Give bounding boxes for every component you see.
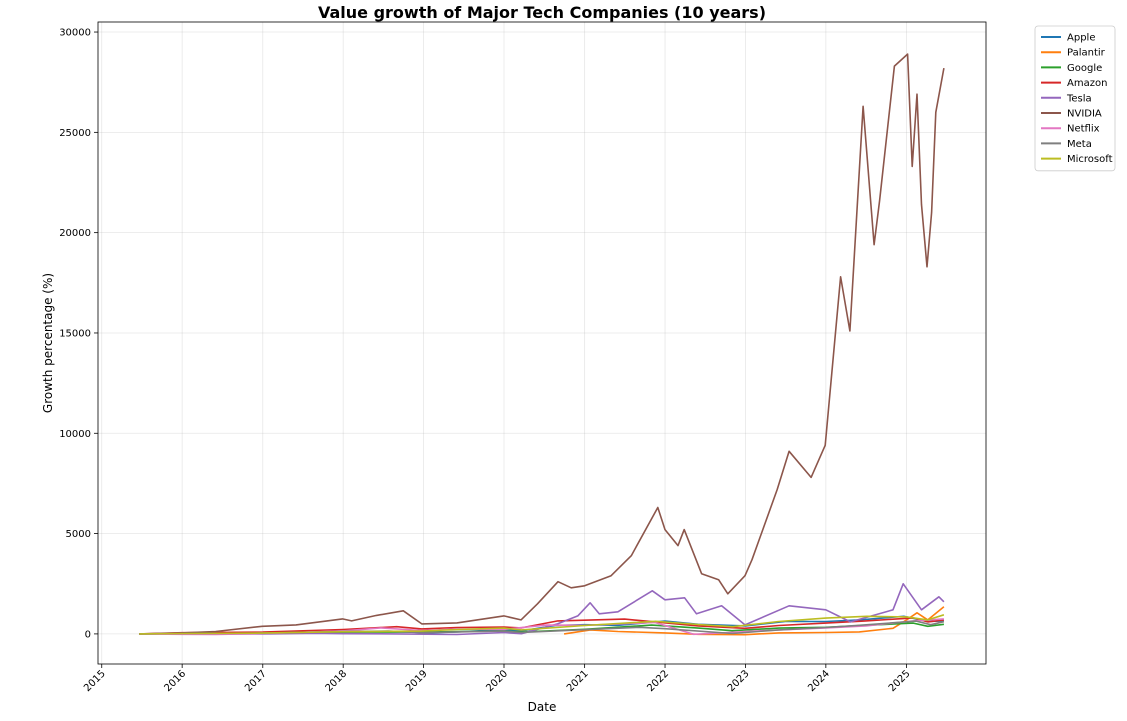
y-tick-label: 10000 bbox=[59, 429, 91, 440]
x-tick-label: 2015 bbox=[82, 668, 108, 694]
legend-label: Meta bbox=[1067, 139, 1092, 150]
series-line-palantir bbox=[563, 606, 945, 636]
y-tick-label: 25000 bbox=[59, 128, 91, 139]
legend-label: Google bbox=[1067, 63, 1102, 74]
y-axis-label: Growth percentage (%) bbox=[41, 273, 55, 413]
x-tick-label: 2017 bbox=[243, 668, 269, 694]
legend-label: Tesla bbox=[1066, 93, 1092, 104]
series-line-amazon bbox=[139, 617, 944, 635]
chart-title: Value growth of Major Tech Companies (10… bbox=[318, 3, 766, 22]
y-tick-label: 15000 bbox=[59, 328, 91, 339]
x-tick-label: 2019 bbox=[404, 668, 430, 694]
grid bbox=[98, 22, 986, 664]
x-tick-label: 2018 bbox=[324, 668, 350, 694]
series-layer bbox=[139, 53, 945, 636]
x-tick-label: 2025 bbox=[887, 668, 913, 694]
y-tick-label: 5000 bbox=[66, 529, 91, 540]
legend-label: Apple bbox=[1067, 33, 1095, 44]
x-tick-label: 2021 bbox=[565, 668, 591, 694]
legend-label: Palantir bbox=[1067, 48, 1106, 59]
y-tick-label: 30000 bbox=[59, 28, 91, 39]
legend-label: Amazon bbox=[1067, 78, 1107, 89]
x-tick-label: 2023 bbox=[726, 668, 752, 694]
plot-frame bbox=[97, 21, 987, 665]
legend-label: Netflix bbox=[1067, 124, 1100, 135]
x-axis-ticks: 2015 2016 2017 2018 2019 2020 2021 2022 2023 2024… bbox=[82, 664, 913, 694]
x-axis-label: Date bbox=[528, 700, 557, 714]
legend: Apple Palantir Google Amazon Tesla NVIDIA Netf… bbox=[1034, 25, 1116, 172]
x-tick-label: 2020 bbox=[484, 668, 510, 694]
series-line-nvidia bbox=[139, 53, 945, 635]
legend-label: NVIDIA bbox=[1067, 109, 1102, 120]
y-axis-ticks: 0 5000 10000 15000 20000 25000 30000 bbox=[59, 28, 98, 640]
legend-label: Microsoft bbox=[1067, 154, 1113, 165]
legend-frame bbox=[1034, 25, 1116, 172]
series-line-microsoft bbox=[139, 614, 945, 635]
y-tick-label: 20000 bbox=[59, 228, 91, 239]
x-tick-label: 2022 bbox=[645, 668, 671, 694]
x-tick-label: 2016 bbox=[162, 668, 188, 694]
x-tick-label: 2024 bbox=[806, 668, 832, 694]
y-tick-label: 0 bbox=[85, 629, 91, 640]
